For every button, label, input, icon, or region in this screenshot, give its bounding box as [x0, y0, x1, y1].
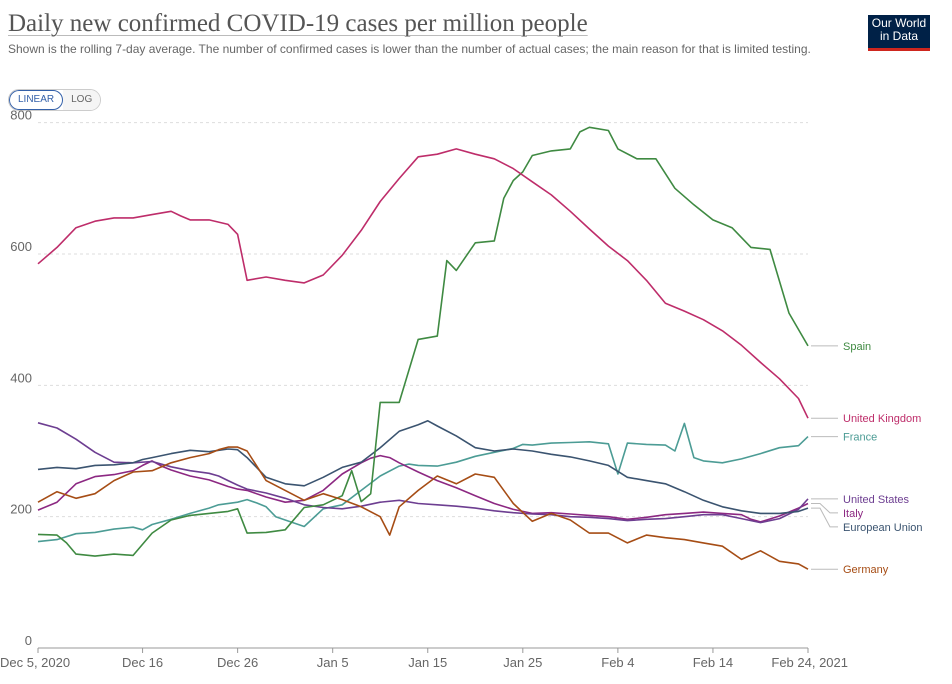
- owid-logo[interactable]: Our World in Data: [868, 15, 930, 51]
- series-line-united-states[interactable]: [37, 422, 809, 524]
- series-line-spain[interactable]: [37, 126, 809, 557]
- x-tick-label: Dec 5, 2020: [0, 655, 70, 670]
- logo-line-1: Our World: [871, 16, 927, 30]
- x-tick-label: Dec 26: [217, 655, 258, 670]
- y-tick-label: 600: [10, 239, 32, 254]
- legend-label-italy[interactable]: Italy: [843, 508, 864, 520]
- series-line-italy[interactable]: [37, 454, 809, 523]
- scale-toggle[interactable]: LINEAR LOG: [8, 89, 102, 111]
- y-tick-label: 800: [10, 108, 32, 123]
- legend-connector: [811, 503, 838, 514]
- legend-label-european-union[interactable]: European Union: [843, 522, 923, 534]
- x-tick-label: Feb 14: [693, 655, 733, 670]
- x-tick-label: Feb 4: [601, 655, 634, 670]
- series-line-france[interactable]: [37, 422, 809, 543]
- y-tick-label: 200: [10, 502, 32, 517]
- y-tick-label: 0: [25, 633, 32, 648]
- x-tick-label: Dec 16: [122, 655, 163, 670]
- x-tick-label: Jan 15: [408, 655, 447, 670]
- x-axis-ticks: Dec 5, 2020 Dec 16 Dec 26 Jan 5 Jan 15 Jan 25…: [0, 648, 848, 670]
- x-tick-label: Jan 25: [503, 655, 542, 670]
- legend-label-germany[interactable]: Germany: [843, 564, 889, 576]
- y-tick-label: 400: [10, 370, 32, 385]
- legend-label-united-states[interactable]: United States: [843, 494, 910, 506]
- y-axis-ticks: 0 200 400 600 800: [10, 108, 32, 648]
- series-lines: [37, 126, 809, 570]
- legend-label-united-kingdom[interactable]: United Kingdom: [843, 413, 921, 425]
- legend-label-france[interactable]: France: [843, 432, 877, 444]
- legend-label-spain[interactable]: Spain: [843, 341, 871, 353]
- chart-title: Daily new confirmed COVID-19 cases per m…: [8, 10, 588, 37]
- log-scale-button[interactable]: LOG: [63, 90, 101, 110]
- series-line-european-union[interactable]: [37, 420, 809, 515]
- line-end-legend: Spain United Kingdom France United States It…: [811, 341, 923, 576]
- logo-line-2: in Data: [879, 29, 919, 43]
- chart-subtitle: Shown is the rolling 7-day average. The …: [8, 42, 811, 56]
- gridlines: [38, 122, 808, 649]
- series-line-united-kingdom[interactable]: [37, 148, 809, 419]
- x-tick-label: Feb 24, 2021: [771, 655, 848, 670]
- legend-connector: [811, 507, 838, 528]
- linear-scale-button[interactable]: LINEAR: [9, 90, 64, 110]
- x-tick-label: Jan 5: [317, 655, 349, 670]
- series-line-germany[interactable]: [37, 446, 809, 570]
